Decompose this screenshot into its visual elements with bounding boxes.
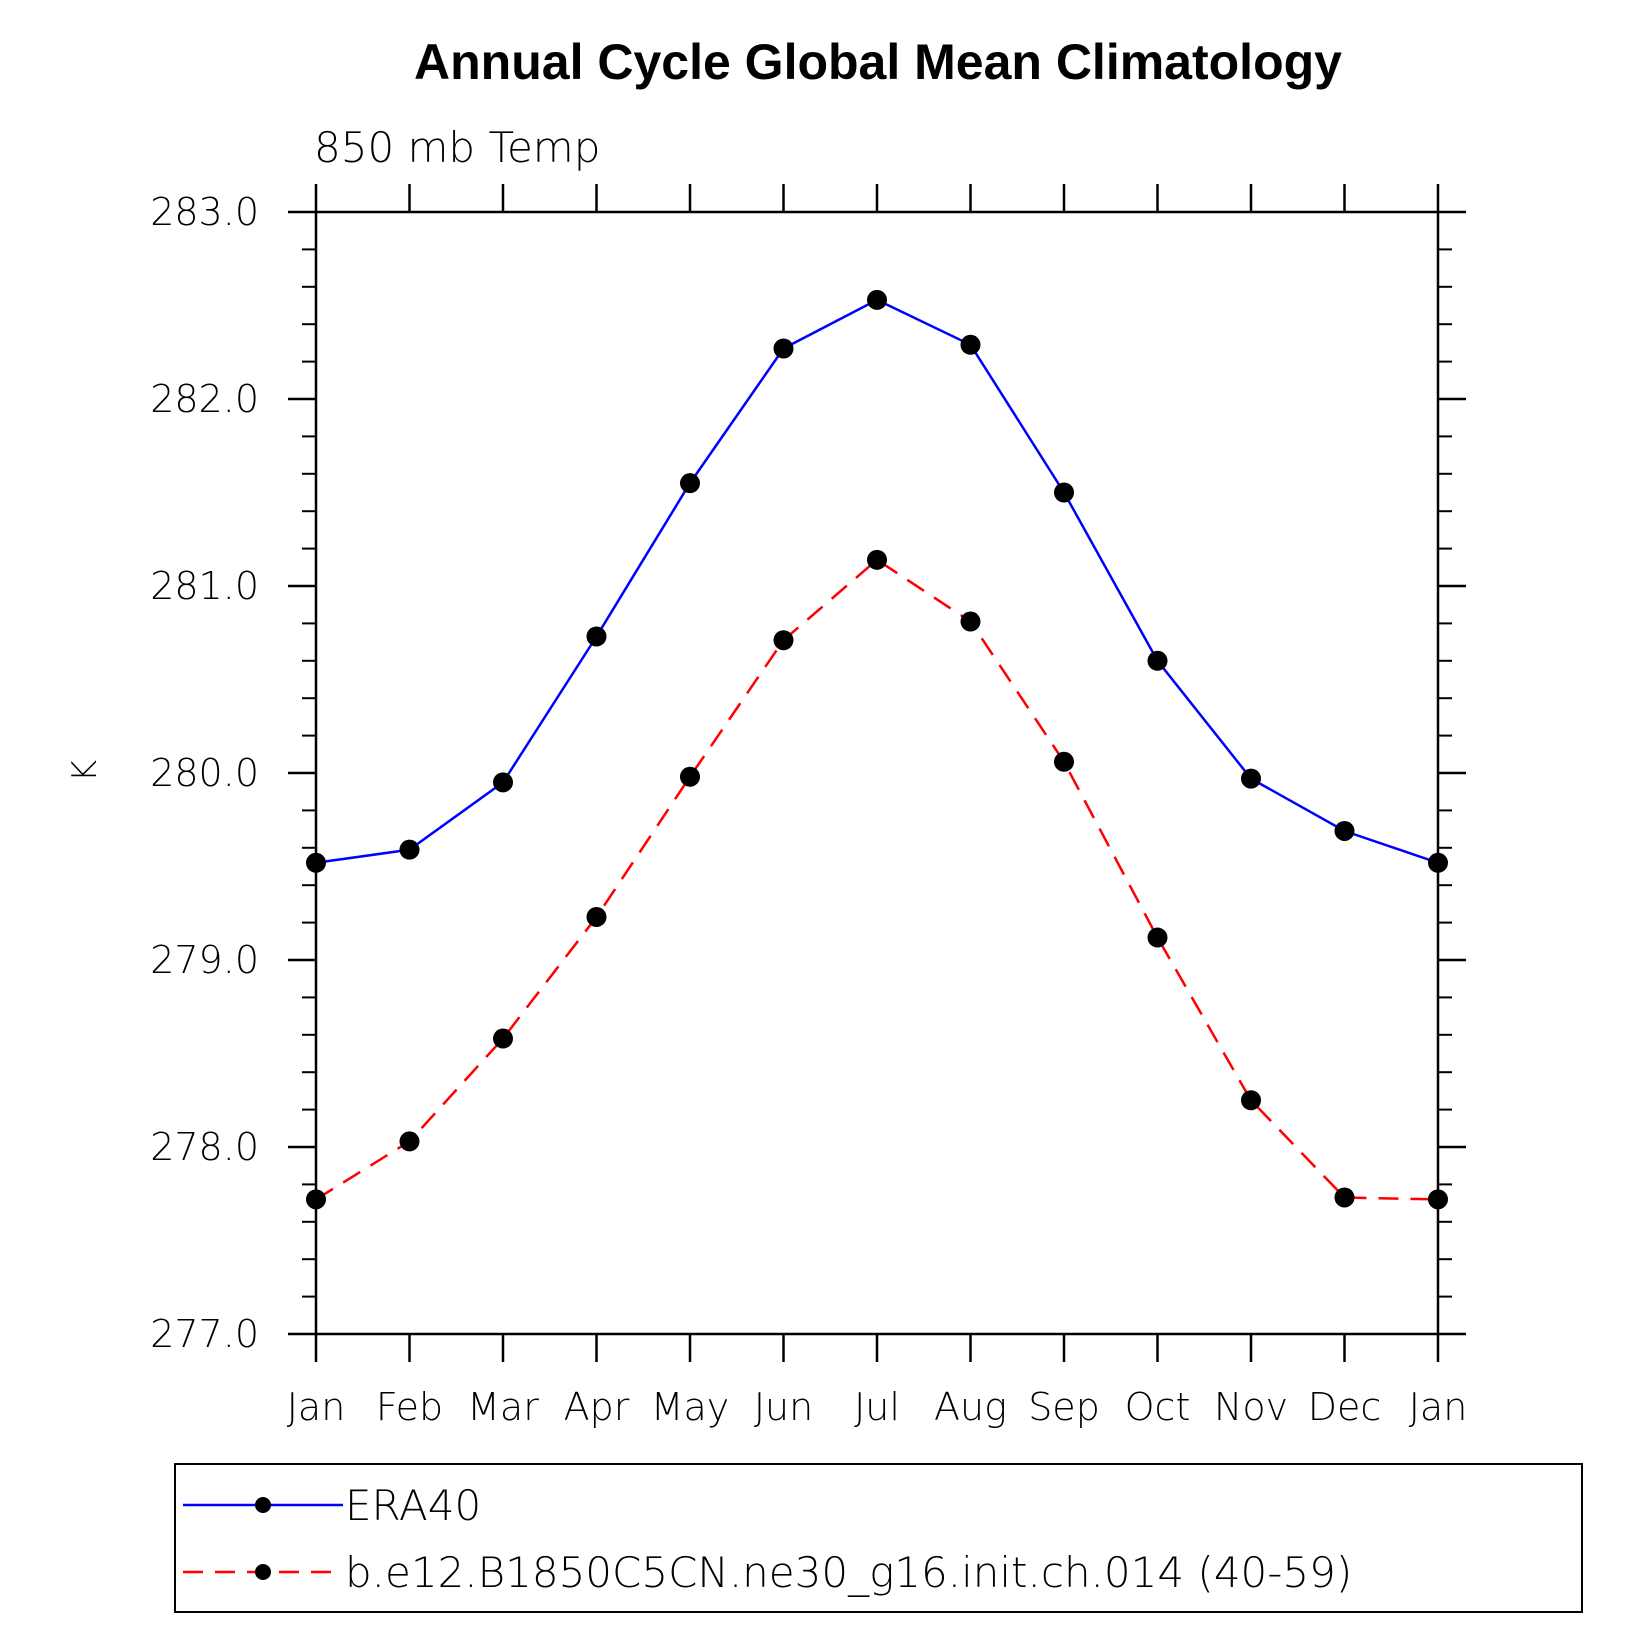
data-point: [867, 549, 887, 570]
x-tick-label: Jul: [854, 1385, 900, 1429]
x-tick-label: Dec: [1308, 1385, 1382, 1429]
data-point: [1241, 1090, 1261, 1111]
y-tick-labels: 277.0 278.0 279.0 280.0 281.0 282.0 283.0: [150, 190, 259, 1356]
series-line-0: [315, 298, 1439, 865]
x-tick-label: Nov: [1214, 1385, 1288, 1429]
y-tick-label: 282.0: [150, 377, 259, 421]
data-point: [680, 473, 700, 494]
x-tick-label: May: [651, 1385, 730, 1429]
data-point: [773, 630, 794, 651]
data-point: [399, 1131, 420, 1152]
legend-box: [174, 1463, 1583, 1613]
x-tick-label: Jan: [287, 1385, 346, 1429]
y-tick-label: 281.0: [150, 564, 259, 608]
x-tick-label: Aug: [934, 1385, 1007, 1429]
x-tick-label: Feb: [376, 1385, 443, 1429]
legend: ERA40 b.e12.B1850C5CN.ne30_g16.init.ch.0…: [174, 1463, 1583, 1613]
data-point: [493, 1028, 513, 1049]
data-point: [1054, 751, 1074, 772]
series-group: [306, 289, 1448, 1210]
y-tick-label: 279.0: [150, 938, 259, 982]
data-point: [586, 626, 607, 647]
legend-label-model: b.e12.B1850C5CN.ne30_g16.init.ch.014 (40…: [345, 1548, 1352, 1597]
series-line-1: [315, 558, 1439, 1201]
plot-frame: [314, 210, 1440, 1336]
data-point: [586, 906, 607, 927]
chart-subtitle: 850 mb Temp: [314, 123, 600, 172]
data-point: [1334, 1187, 1355, 1208]
data-point: [867, 289, 887, 310]
data-point: [1147, 927, 1168, 948]
data-point: [960, 334, 981, 355]
x-tick-label: Sep: [1028, 1385, 1100, 1429]
chart-title: Annual Cycle Global Mean Climatology: [414, 34, 1342, 90]
x-tick-label: Oct: [1125, 1385, 1191, 1429]
x-tick-label: Mar: [467, 1385, 539, 1429]
legend-label-era40: ERA40: [345, 1481, 481, 1530]
x-tick-label: Apr: [564, 1385, 630, 1429]
data-point: [493, 772, 513, 793]
data-point: [773, 338, 794, 359]
data-point: [1334, 820, 1355, 841]
y-axis-label: K: [65, 760, 105, 782]
y-tick-label: 277.0: [150, 1312, 259, 1356]
data-point: [1241, 768, 1261, 789]
data-point: [1147, 650, 1168, 671]
data-point: [960, 611, 981, 632]
data-point: [399, 839, 420, 860]
y-tick-label: 283.0: [150, 190, 259, 234]
data-point: [680, 766, 700, 787]
x-tick-label: Jun: [754, 1385, 813, 1429]
legend-marker-era40: [255, 1497, 271, 1513]
y-tick-label: 278.0: [150, 1125, 259, 1169]
data-point: [1054, 482, 1074, 503]
legend-marker-model: [255, 1564, 271, 1580]
x-tick-labels: Jan Feb Mar Apr May Jun Jul Aug Sep Oct Nov Dec Jan: [287, 1385, 1468, 1429]
y-tick-label: 280.0: [150, 751, 259, 795]
axis-ticks: [288, 184, 1466, 1362]
x-tick-label: Jan: [1409, 1385, 1468, 1429]
